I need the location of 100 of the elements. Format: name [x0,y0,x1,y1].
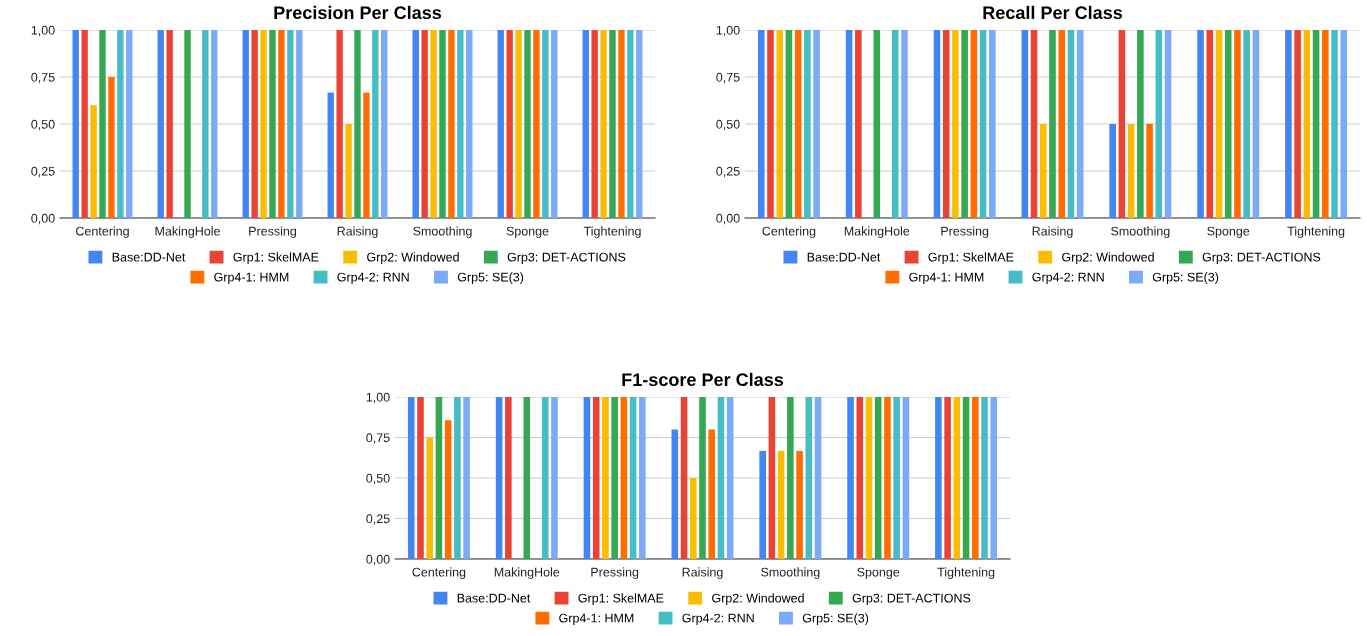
legend-label: Grp5: SE(3) [1152,272,1219,284]
x-tick-label: Pressing [591,567,639,579]
bar [611,397,618,559]
y-tick-label: 0,00 [716,213,740,225]
x-tick-label: Raising [682,567,723,579]
bar [902,397,910,559]
bar [454,397,461,559]
bar [327,92,334,218]
legend-label: Grp4-1: HMM [559,613,634,625]
bar [726,397,734,559]
legend-label: Grp3: DET-ACTIONS [852,593,971,605]
x-tick-label: MakingHole [494,567,560,579]
x-tick-label: Centering [412,567,466,579]
legend-label: Grp2: Windowed [1062,252,1154,264]
bar [251,30,258,218]
legend-label: Grp1: SkelMAE [578,593,664,605]
legend-label: Grp1: SkelMAE [928,252,1014,264]
bar [856,397,864,559]
bar [126,30,133,218]
bar [495,397,503,559]
bar [99,30,106,218]
y-tick-label: 0,50 [716,119,740,131]
bar [717,397,725,559]
y-tick-label: 0,25 [366,514,390,525]
bar [699,397,706,559]
bar [865,397,873,559]
legend-label: Grp4-1: HMM [214,272,289,284]
bar [636,30,643,218]
x-tick-label: Tightening [583,226,641,238]
x-tick-label: Raising [337,226,378,238]
bar [777,450,785,559]
bar [639,397,646,559]
bar [953,397,961,559]
x-tick-label: Raising [1032,226,1073,238]
bar [847,397,854,559]
legend-label: Base:DD-Net [112,252,186,262]
bar [81,30,88,218]
x-tick-label: Smoothing [1111,226,1170,238]
bar [435,397,443,559]
bar [671,429,679,559]
bar [157,30,164,218]
x-tick-label: MakingHole [844,226,910,238]
bar [372,30,379,218]
bar [72,30,79,218]
x-tick-label: Smoothing [413,226,472,238]
legend-label: Grp2: Windowed [367,252,459,264]
x-tick-label: Centering [762,226,816,238]
bar [444,420,452,559]
bar [354,30,361,218]
y-tick-label: 0,50 [31,119,55,131]
bar [884,397,891,559]
bar [430,30,437,218]
y-tick-label: 0,25 [716,166,740,178]
bar [497,30,504,218]
bar [363,92,370,218]
bar [466,30,473,218]
bar [166,30,173,218]
bar [505,397,512,559]
bar [412,30,419,218]
bar [523,397,531,559]
bar [629,397,637,559]
legend-label: Grp4-1: HMM [909,272,984,284]
bar [211,30,218,218]
x-tick-label: Sponge [506,226,549,238]
bar [417,397,424,559]
x-tick-label: Tightening [1287,226,1345,238]
bar [787,397,794,559]
y-tick-label: 0,25 [31,166,55,178]
bar [796,450,803,559]
legend-label: Grp5: SE(3) [457,272,524,284]
bar [448,30,455,218]
bar [287,30,294,218]
x-tick-label: Pressing [249,226,297,238]
bar [407,397,415,559]
bar [768,397,776,559]
y-tick-label: 0,00 [366,554,390,566]
bar [242,30,249,218]
x-tick-label: Tightening [937,567,995,579]
legend-label: Grp5: SE(3) [802,613,869,625]
bar [278,30,285,218]
bar [583,397,591,559]
bar [439,30,446,218]
bar [533,30,540,218]
bar [260,30,267,218]
bar [269,30,276,218]
bar [935,397,942,559]
bar [591,30,598,218]
bar [184,30,191,218]
bar [457,30,464,218]
x-tick-label: Pressing [941,226,989,238]
x-tick-label: Smoothing [761,567,820,579]
bar [421,30,428,218]
bar [620,397,628,559]
bar [463,397,470,559]
y-tick-label: 0,75 [366,433,390,444]
y-tick-label: 1,00 [31,25,55,37]
bar [708,429,716,559]
bar [600,30,607,218]
x-tick-label: Sponge [1207,226,1250,238]
bar [381,30,388,218]
